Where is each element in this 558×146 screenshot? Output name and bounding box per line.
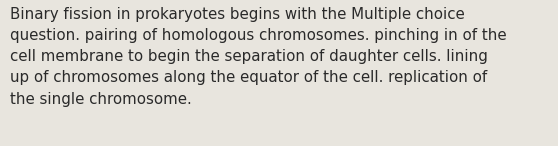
Text: Binary fission in prokaryotes begins with the Multiple choice
question. pairing : Binary fission in prokaryotes begins wit… (10, 7, 507, 107)
